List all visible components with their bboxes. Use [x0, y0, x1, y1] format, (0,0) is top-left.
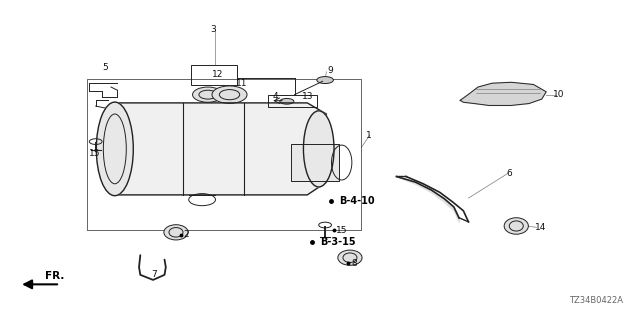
- Text: 8: 8: [352, 259, 358, 268]
- Ellipse shape: [280, 99, 294, 104]
- Ellipse shape: [164, 225, 188, 240]
- Polygon shape: [291, 144, 339, 180]
- Text: B-4-10: B-4-10: [339, 196, 375, 206]
- Text: 15: 15: [336, 226, 348, 235]
- Text: B-3-15: B-3-15: [320, 237, 356, 247]
- Ellipse shape: [317, 76, 333, 84]
- Text: 15: 15: [90, 149, 101, 158]
- Ellipse shape: [193, 87, 223, 102]
- Text: 11: 11: [236, 79, 248, 88]
- Polygon shape: [460, 82, 546, 105]
- Text: 12: 12: [212, 70, 223, 79]
- Text: 5: 5: [102, 63, 108, 72]
- Ellipse shape: [338, 250, 362, 265]
- Text: 10: 10: [552, 91, 564, 100]
- Text: FR.: FR.: [45, 271, 64, 281]
- Bar: [191, 65, 237, 84]
- Text: 14: 14: [536, 223, 547, 232]
- Text: 3: 3: [211, 25, 216, 35]
- Text: TZ34B0422A: TZ34B0422A: [569, 296, 623, 305]
- Text: 13: 13: [302, 92, 314, 101]
- Ellipse shape: [212, 86, 247, 103]
- Text: 1: 1: [366, 131, 372, 140]
- Ellipse shape: [97, 102, 133, 196]
- Text: 9: 9: [328, 66, 333, 75]
- Bar: [268, 95, 317, 107]
- Text: 6: 6: [506, 169, 512, 178]
- Text: 2: 2: [183, 230, 189, 239]
- Text: 4: 4: [272, 92, 278, 101]
- Text: 7: 7: [151, 270, 157, 279]
- Polygon shape: [113, 103, 326, 195]
- Ellipse shape: [504, 218, 529, 234]
- Ellipse shape: [303, 111, 334, 187]
